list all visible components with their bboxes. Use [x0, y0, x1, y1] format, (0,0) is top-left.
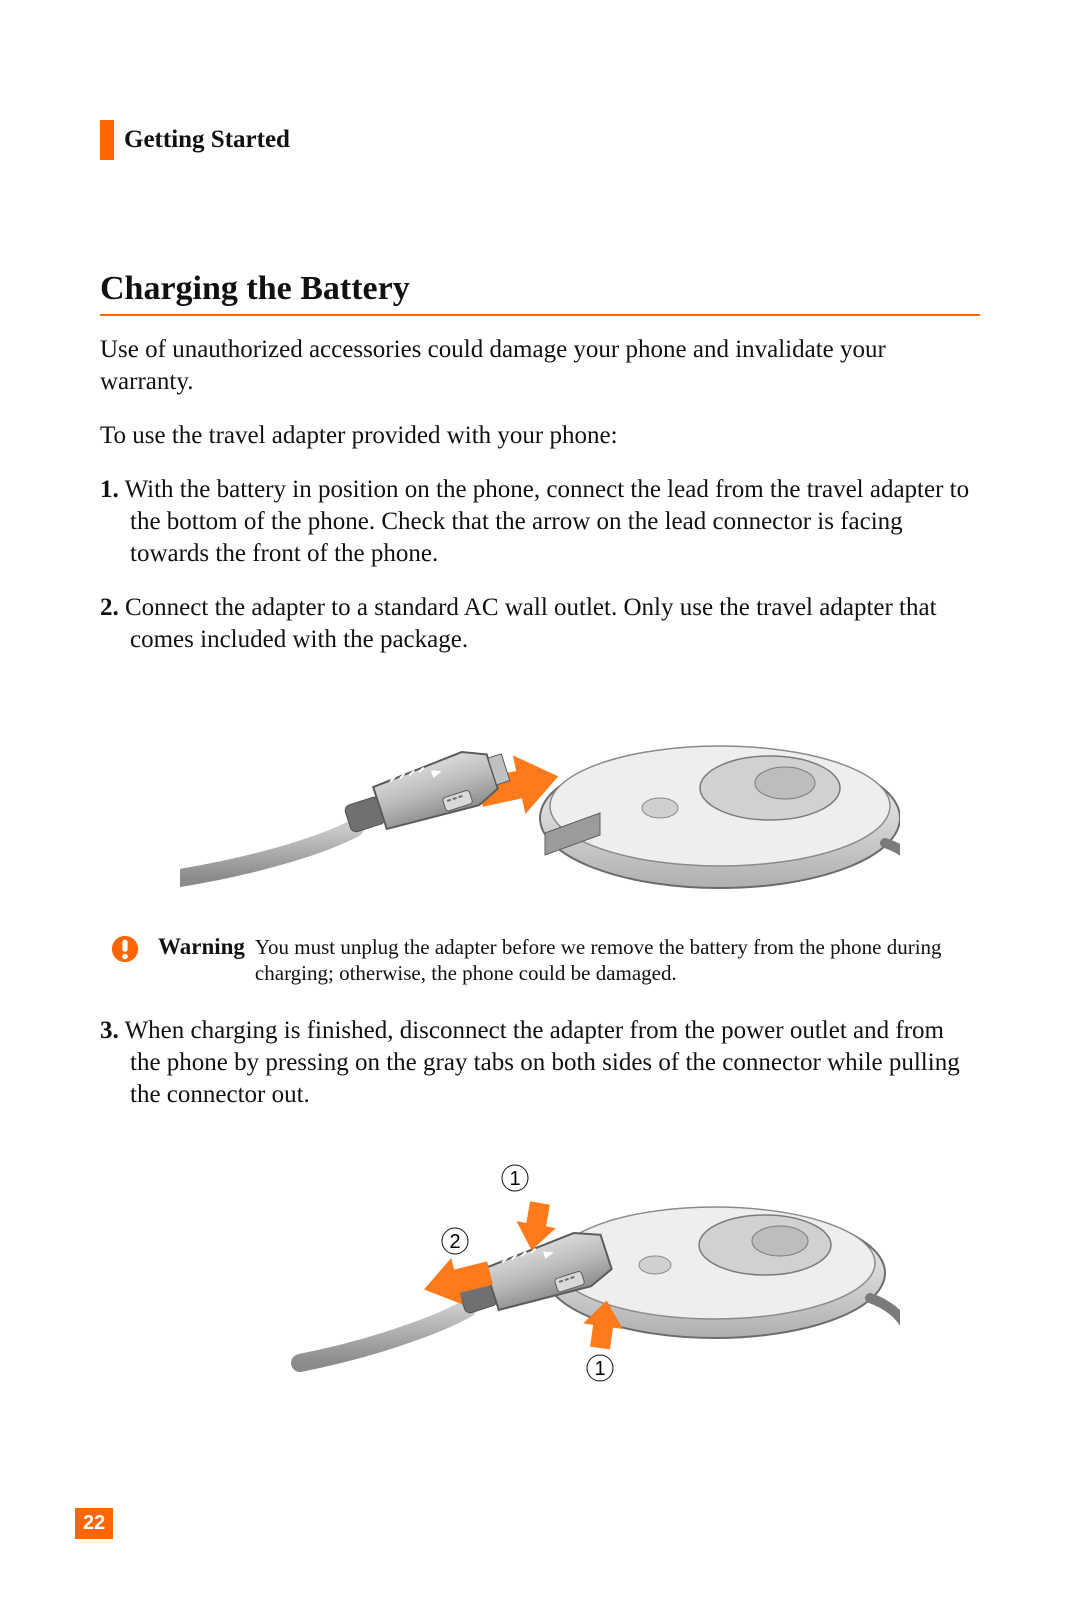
step-text: When charging is finished, disconnect th…: [125, 1017, 960, 1108]
page-heading: Charging the Battery: [100, 270, 980, 308]
warning-block: Warning You must unplug the adapter befo…: [100, 934, 980, 987]
intro-paragraph-2: To use the travel adapter provided with …: [100, 420, 980, 452]
accent-bar: [100, 120, 114, 160]
step-number: 3.: [100, 1017, 119, 1044]
callout-label: 2: [449, 1231, 460, 1253]
phone-unplug-diagram-icon: 1 2 1: [180, 1133, 900, 1393]
intro-paragraph-1: Use of unauthorized accessories could da…: [100, 334, 980, 398]
step-text: Connect the adapter to a standard AC wal…: [125, 594, 937, 653]
step-item: 1. With the battery in position on the p…: [100, 474, 980, 570]
warning-icon: [110, 934, 140, 964]
section-header: Getting Started: [100, 120, 980, 160]
warning-label: Warning: [158, 934, 245, 960]
step-text: With the battery in position on the phon…: [125, 476, 970, 567]
steps-list-continued: 3. When charging is finished, disconnect…: [100, 1015, 980, 1111]
step-number: 1.: [100, 476, 119, 503]
callout-label: 1: [509, 1168, 520, 1190]
phone-charger-diagram-icon: [180, 678, 900, 908]
page-number: 22: [75, 1508, 113, 1539]
manual-page: Getting Started Charging the Battery Use…: [0, 0, 1080, 1621]
steps-list: 1. With the battery in position on the p…: [100, 474, 980, 656]
figure-remove-connector: 1 2 1: [100, 1133, 980, 1393]
step-number: 2.: [100, 594, 119, 621]
step-item: 3. When charging is finished, disconnect…: [100, 1015, 980, 1111]
callout-label: 1: [594, 1358, 605, 1380]
heading-rule: [100, 314, 980, 316]
warning-text: You must unplug the adapter before we re…: [255, 934, 980, 987]
figure-insert-connector: [100, 678, 980, 908]
step-item: 2. Connect the adapter to a standard AC …: [100, 592, 980, 656]
warning-body: Warning You must unplug the adapter befo…: [158, 934, 980, 987]
section-title: Getting Started: [124, 126, 290, 154]
